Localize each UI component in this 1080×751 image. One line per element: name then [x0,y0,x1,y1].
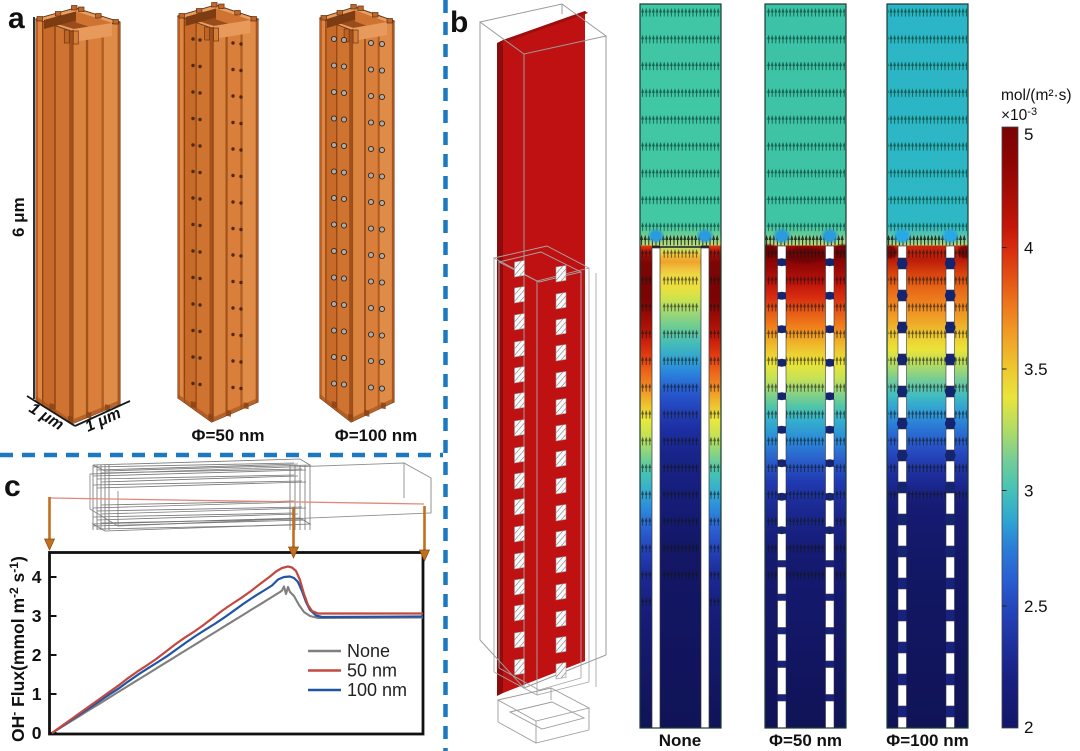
svg-text:1: 1 [32,684,42,704]
svg-text:4: 4 [32,567,42,587]
svg-text:Φ=100 nm: Φ=100 nm [886,731,968,750]
svg-text:4: 4 [1024,239,1033,258]
svg-text:None: None [659,731,702,750]
svg-text:None: None [347,641,390,661]
svg-text:6 μm: 6 μm [9,197,28,237]
svg-text:3.5: 3.5 [1024,360,1048,379]
svg-text:OH- Flux(mmol m-2 s-1): OH- Flux(mmol m-2 s-1) [7,556,28,742]
svg-text:Φ=100 nm: Φ=100 nm [335,426,417,445]
svg-text:2.5: 2.5 [1024,597,1048,616]
svg-text:3: 3 [1024,482,1033,501]
svg-text:100 nm: 100 nm [347,680,407,700]
svg-text:Φ=50 nm: Φ=50 nm [191,426,264,445]
svg-text:2: 2 [1024,718,1033,737]
svg-text:mol/(m²·s): mol/(m²·s) [1001,87,1072,104]
svg-text:b: b [450,6,468,39]
svg-text:Φ=50 nm: Φ=50 nm [769,731,842,750]
svg-text:0: 0 [32,723,42,743]
svg-text:3: 3 [32,606,42,626]
svg-text:5: 5 [1024,125,1033,144]
svg-text:a: a [8,2,25,35]
svg-text:50 nm: 50 nm [347,661,397,681]
svg-text:c: c [4,470,21,503]
svg-text:2: 2 [32,645,42,665]
